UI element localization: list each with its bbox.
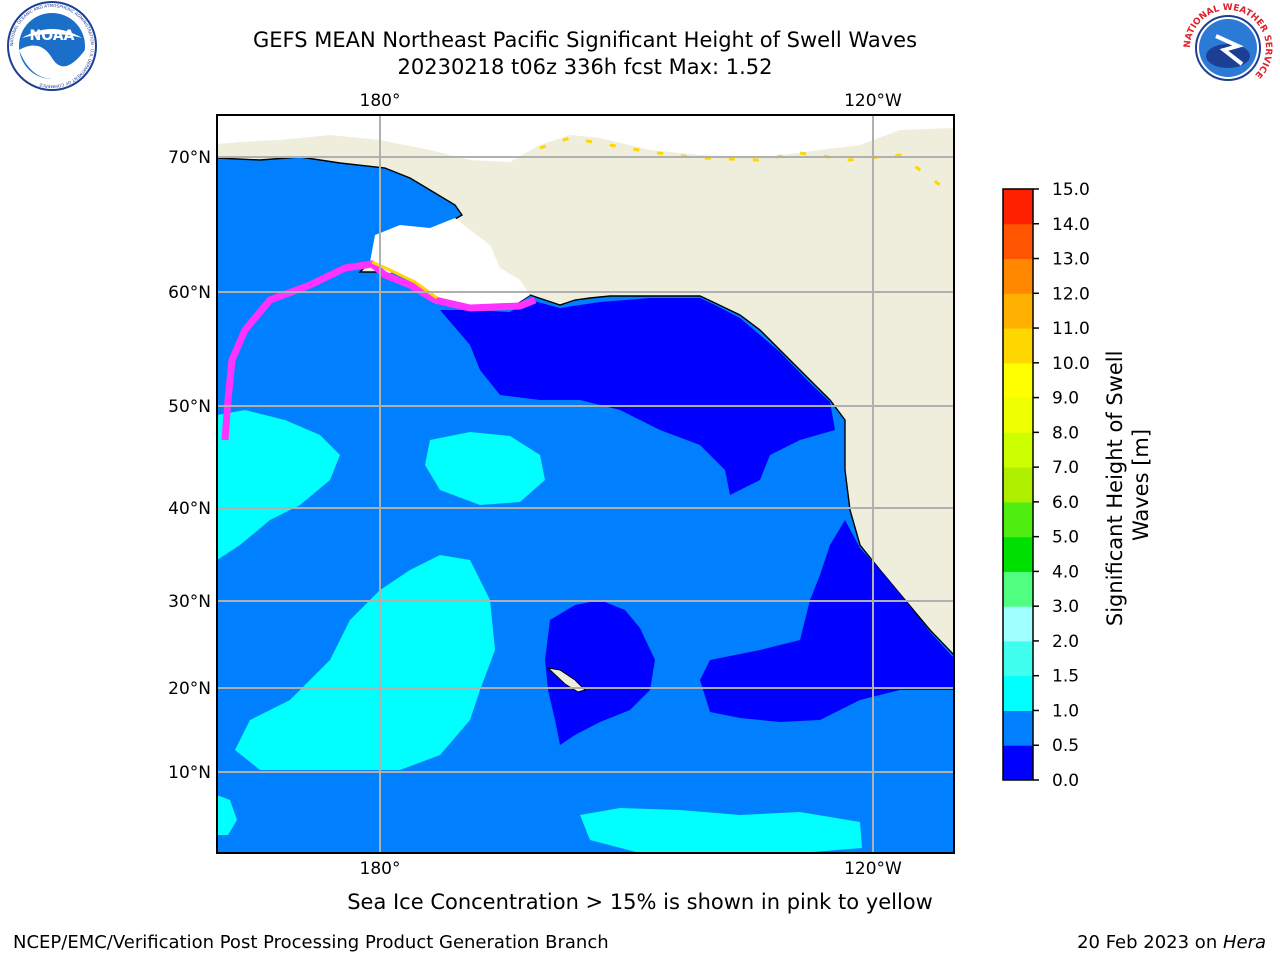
colorbar-tick-label: 0.0 xyxy=(1052,771,1079,791)
colorbar-segment xyxy=(1003,223,1033,260)
colorbar-segment xyxy=(1003,675,1033,711)
colorbar-tick-label: 5.0 xyxy=(1052,528,1079,548)
lon-label-bottom-180: 180° xyxy=(360,859,401,879)
colorbar-segment xyxy=(1003,189,1033,225)
footer-date: 20 Feb 2023 on Hera xyxy=(1077,932,1266,953)
mid-swell-southwest xyxy=(235,555,495,770)
colorbar-segment xyxy=(1003,397,1033,433)
sea-ice-arctic xyxy=(217,115,954,162)
colorbar-segment xyxy=(1003,258,1033,294)
colorbar-tick-label: 2.0 xyxy=(1052,632,1079,652)
colorbar-frame xyxy=(1002,188,1034,781)
lon-label-top-180: 180° xyxy=(360,91,401,111)
colorbar-tick-label: 1.0 xyxy=(1052,701,1079,721)
colorbar-tick-label: 13.0 xyxy=(1052,250,1090,270)
colorbar-segment xyxy=(1003,571,1033,607)
lat-label-40n: 40°N xyxy=(168,499,211,519)
colorbar-segment xyxy=(1003,293,1033,329)
colorbar-segment xyxy=(1003,606,1033,642)
lon-label-bottom-120w: 120°W xyxy=(844,859,902,879)
footer-host: Hera xyxy=(1222,932,1266,953)
colorbar-segment xyxy=(1003,501,1033,538)
colorbar-tick-label: 9.0 xyxy=(1052,389,1079,409)
lat-label-20n: 20°N xyxy=(168,679,211,699)
mid-swell-south xyxy=(580,808,862,853)
colorbar-segment xyxy=(1003,328,1033,364)
colorbar-tick-label: 6.0 xyxy=(1052,493,1079,513)
footer-date-text: 20 Feb 2023 on xyxy=(1077,932,1223,953)
colorbar-segment xyxy=(1003,710,1033,746)
colorbar-tick-label: 4.0 xyxy=(1052,562,1079,582)
colorbar-segment xyxy=(1003,362,1033,399)
chart-title: GEFS MEAN Northeast Pacific Significant … xyxy=(252,28,918,52)
mid-swell-central xyxy=(425,432,545,505)
colorbar-tick-label: 8.0 xyxy=(1052,423,1079,443)
lat-label-70n: 70°N xyxy=(168,148,211,168)
lon-label-top-120w: 120°W xyxy=(844,91,902,111)
colorbar-tick-label: 10.0 xyxy=(1052,354,1090,374)
colorbar-tick-label: 7.0 xyxy=(1052,458,1079,478)
sea-ice-edge-pink xyxy=(221,260,537,441)
chart-subtitle: 20230218 t06z 336h fcst Max: 1.52 xyxy=(397,55,773,79)
footer-credit: NCEP/EMC/Verification Post Processing Pr… xyxy=(13,932,609,953)
colorbar-tick-label: 0.5 xyxy=(1052,736,1079,756)
colorbar-segment xyxy=(1003,536,1033,572)
hawaii-islands xyxy=(546,667,586,693)
map-plot-area xyxy=(217,115,954,853)
colorbar-tick-label: 15.0 xyxy=(1052,180,1090,200)
map-frame xyxy=(216,114,955,854)
sea-ice-bering xyxy=(370,218,530,308)
mid-swell-west-upper xyxy=(217,410,340,560)
lat-label-10n: 10°N xyxy=(168,763,211,783)
colorbar-segment xyxy=(1003,467,1033,503)
mid-swell-far-southwest xyxy=(217,795,237,835)
colorbar-title: Significant Height of Swell Waves [m] xyxy=(1103,344,1153,626)
lat-label-30n: 30°N xyxy=(168,592,211,612)
colorbar-tick-label: 3.0 xyxy=(1052,597,1079,617)
low-swell-hawaii xyxy=(545,600,655,745)
colorbar-segment xyxy=(1003,640,1033,677)
colorbar-tick-label: 14.0 xyxy=(1052,215,1090,235)
colorbar-title-line1: Significant Height of Swell xyxy=(1103,351,1127,627)
colorbar-tick-label: 1.5 xyxy=(1052,667,1079,687)
colorbar-tick-label: 11.0 xyxy=(1052,319,1090,339)
map-gridlines xyxy=(217,115,954,853)
nws-logo-icon: NATIONAL WEATHER SERVICE xyxy=(1182,2,1274,94)
colorbar-segment xyxy=(1003,432,1033,468)
lat-label-50n: 50°N xyxy=(168,397,211,417)
sea-ice-note: Sea Ice Concentration > 15% is shown in … xyxy=(347,890,933,914)
colorbar-segment xyxy=(1003,745,1033,781)
lat-label-60n: 60°N xyxy=(168,283,211,303)
low-swell-gulf-of-alaska xyxy=(440,298,835,495)
noaa-logo-text: NOAA xyxy=(30,28,75,44)
colorbar-title-line2: Waves [m] xyxy=(1129,429,1153,541)
colorbar: 0.0 0.5 1.0 1.5 2.0 3.0 4.0 5.0 6.0 7.0 8.0 9.0 10.0… xyxy=(1003,180,1090,791)
colorbar-tick-label: 12.0 xyxy=(1052,284,1090,304)
low-swell-california xyxy=(700,520,954,722)
noaa-logo-icon: NOAA NATIONAL OCEANIC AND ATMOSPHERIC AD… xyxy=(7,1,97,91)
